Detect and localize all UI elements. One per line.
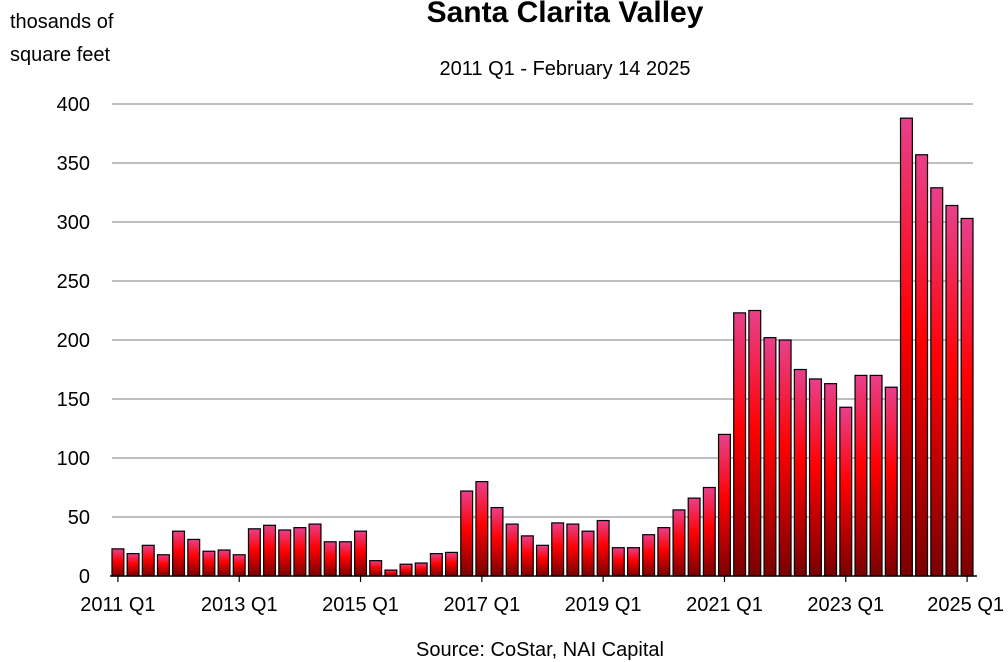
bar-2014-q3 — [323, 541, 337, 577]
x-tick-label: 2023 Q1 — [807, 594, 884, 616]
x-tick-label: 2017 Q1 — [443, 594, 520, 616]
bar-2023-q4 — [884, 386, 898, 577]
bar-2025-q1 — [960, 217, 974, 577]
bar-2018-q3 — [566, 523, 580, 577]
bar-2019-q3 — [626, 547, 641, 577]
bar-2022-q3 — [808, 378, 822, 577]
y-tick-label: 200 — [57, 330, 90, 352]
bar-2016-q4 — [460, 490, 474, 577]
bar-2018-q4 — [581, 530, 595, 577]
bar-2023-q1 — [839, 406, 853, 577]
bar-2012-q2 — [187, 538, 201, 577]
x-tick-label: 2013 Q1 — [201, 594, 278, 616]
bar-2018-q1 — [535, 544, 550, 577]
y-tick-label: 350 — [57, 153, 90, 175]
bar-2012-q1 — [172, 530, 186, 577]
x-tick-label: 2021 Q1 — [686, 594, 763, 616]
bar-2024-q1 — [899, 117, 913, 577]
bar-2019-q4 — [642, 534, 656, 577]
bar-2021-q2 — [733, 312, 747, 577]
bar-2017-q1 — [475, 481, 489, 577]
x-tick-label: 2025 Q1 — [927, 594, 1004, 616]
x-tick-label: 2015 Q1 — [322, 594, 399, 616]
y-tick-label: 400 — [57, 94, 90, 116]
bar-2015-q1 — [354, 530, 368, 577]
bar-2024-q2 — [915, 154, 929, 577]
y-axis-label-line1: thosands of — [10, 11, 114, 33]
y-tick-label: 50 — [68, 507, 90, 529]
y-tick-label: 150 — [57, 389, 90, 411]
bar-2013-q1 — [232, 554, 246, 577]
bar-2019-q2 — [611, 547, 625, 577]
y-tick-label: 250 — [57, 271, 90, 293]
y-tick-label: 100 — [57, 448, 90, 470]
y-tick-label: 300 — [57, 212, 90, 234]
bar-2016-q2 — [429, 552, 443, 577]
chart-title: Santa Clarita Valley — [427, 0, 704, 29]
bar-2015-q4 — [399, 563, 413, 577]
bar-2011-q2 — [126, 552, 140, 577]
x-axis-ticks: 2011 Q1 2013 Q1 2015 Q1 2017 Q1 2019 Q1 2021 … — [80, 576, 1004, 616]
bar-2014-q4 — [338, 541, 352, 577]
y-axis-ticks: 0 50 100 150 200 250 300 350 400 — [57, 94, 90, 588]
bar-2013-q2 — [247, 528, 261, 577]
bar-2019-q1 — [596, 519, 610, 577]
chart-subtitle: 2011 Q1 - February 14 2025 — [440, 58, 691, 80]
bar-2014-q1 — [293, 527, 307, 577]
bar-2022-q4 — [824, 383, 838, 577]
gridlines — [112, 103, 973, 518]
bar-2020-q3 — [687, 497, 701, 577]
bar-2015-q3 — [384, 569, 398, 577]
bar-2011-q4 — [156, 554, 170, 577]
bar-2011-q1 — [111, 548, 125, 577]
bar-2022-q2 — [793, 368, 807, 577]
bar-2016-q3 — [445, 551, 459, 577]
bar-2022-q1 — [778, 339, 792, 577]
bar-2020-q1 — [657, 527, 671, 577]
x-tick-label: 2019 Q1 — [565, 594, 642, 616]
bar-2015-q2 — [369, 560, 383, 577]
y-axis-label-line2: square feet — [10, 44, 111, 66]
bar-2013-q3 — [263, 524, 277, 577]
bar-2020-q2 — [672, 509, 686, 577]
bar-2012-q3 — [202, 550, 216, 577]
bar-2017-q4 — [520, 535, 534, 577]
bar-2024-q4 — [945, 204, 959, 577]
bar-2021-q1 — [717, 433, 731, 577]
bar-2021-q3 — [748, 309, 762, 577]
bar-2018-q2 — [551, 522, 565, 577]
bar-2017-q3 — [505, 523, 519, 577]
source-note: Source: CoStar, NAI Capital — [416, 639, 664, 661]
bar-2023-q3 — [869, 374, 883, 577]
bars — [111, 117, 974, 577]
bar-2020-q4 — [702, 486, 716, 577]
y-tick-label: 0 — [79, 566, 90, 588]
bar-2014-q2 — [308, 523, 322, 577]
bar-2011-q3 — [141, 544, 155, 577]
x-tick-label: 2011 Q1 — [80, 594, 155, 616]
bar-2012-q4 — [217, 549, 231, 577]
bar-2016-q1 — [414, 562, 428, 577]
bar-2023-q2 — [854, 374, 868, 577]
bar-2013-q4 — [278, 529, 292, 577]
bar-2021-q4 — [763, 337, 777, 577]
bar-2024-q3 — [930, 187, 944, 577]
bar-2017-q2 — [490, 506, 504, 577]
